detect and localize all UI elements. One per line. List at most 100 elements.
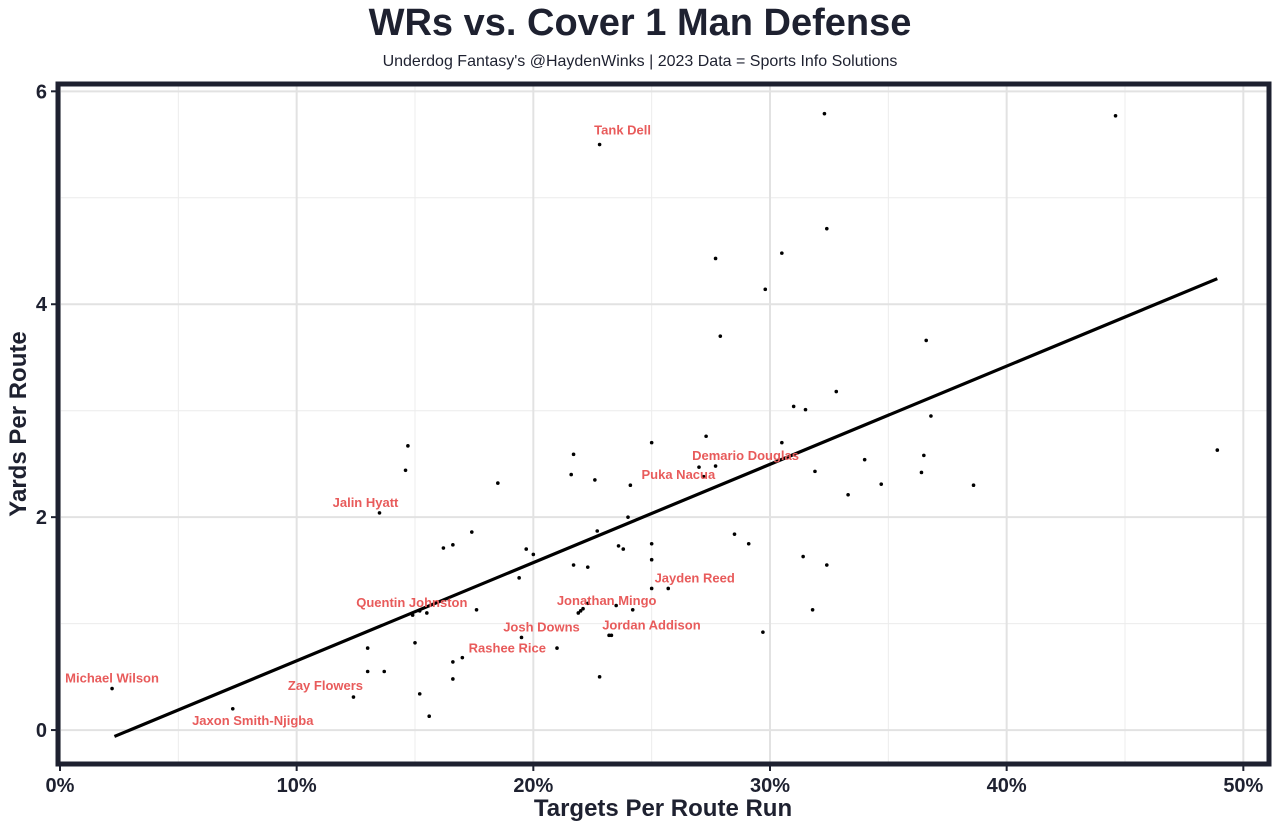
data-point [597, 675, 602, 679]
data-point [732, 532, 737, 536]
data-point [571, 452, 576, 457]
data-point [382, 669, 387, 674]
data-point [862, 457, 867, 462]
data-point [451, 543, 455, 547]
x-tick-label: 40% [987, 775, 1027, 797]
y-tick-label: 0 [36, 720, 47, 742]
point-label: Josh Downs [503, 619, 580, 634]
grid-minor [60, 86, 1267, 762]
data-point [822, 111, 827, 116]
data-point [621, 547, 626, 551]
data-point [718, 334, 723, 338]
labeled-data-point [609, 633, 614, 638]
x-tick-label: 50% [1223, 775, 1263, 797]
data-point [649, 541, 654, 546]
point-label: Michael Wilson [65, 671, 159, 686]
data-point [813, 469, 817, 474]
data-point [569, 472, 573, 477]
data-point [365, 669, 370, 674]
data-point [1113, 114, 1118, 118]
data-point [803, 407, 808, 412]
point-label: Puka Nacua [642, 467, 716, 482]
point-labels: Tank Dell Demario Douglas Puka Nacua Jalin … [65, 123, 799, 728]
data-point [704, 434, 708, 439]
data-point [761, 630, 765, 634]
data-point [763, 287, 768, 292]
labeled-data-point [377, 511, 382, 515]
labeled-data-point [110, 686, 114, 691]
point-label: Demario Douglas [692, 448, 799, 463]
data-point [593, 478, 597, 482]
data-point [413, 640, 417, 645]
data-point [585, 601, 590, 606]
point-label: Jalin Hyatt [333, 495, 399, 510]
point-label: Quentin Johnston [356, 595, 467, 610]
point-label: Jayden Reed [655, 570, 735, 585]
data-point [581, 606, 585, 611]
data-point [649, 557, 654, 562]
data-point [924, 338, 928, 343]
data-point [810, 607, 815, 612]
y-tick-label: 6 [36, 81, 47, 103]
point-label: Zay Flowers [288, 678, 363, 693]
data-point [406, 444, 410, 448]
data-point [441, 546, 446, 550]
labeled-data-point [425, 611, 429, 615]
labeled-data-point [597, 142, 602, 147]
data-point [1215, 448, 1220, 452]
data-point [365, 646, 370, 650]
data-point [780, 251, 784, 255]
data-points [110, 111, 1220, 719]
data-point [780, 440, 784, 445]
x-tick-label: 20% [513, 775, 553, 797]
point-label: Tank Dell [594, 123, 651, 138]
data-point [971, 483, 976, 488]
data-point [666, 586, 671, 591]
data-point [595, 529, 600, 533]
labeled-data-point [713, 464, 718, 468]
x-axis-title: Targets Per Route Run [534, 795, 792, 822]
data-point [697, 465, 701, 469]
grid-major [59, 86, 1267, 762]
data-point [474, 607, 479, 612]
x-tick-label: 0% [46, 775, 75, 797]
point-label: Jaxon Smith-Njigba [192, 713, 314, 728]
data-point [451, 677, 455, 681]
labeled-data-point [230, 706, 235, 711]
data-point [626, 515, 630, 519]
data-point [922, 453, 926, 458]
data-point [846, 492, 850, 497]
x-axis: 0% 10% 20% 30% 40% 50% [46, 766, 1264, 797]
data-point [825, 226, 829, 231]
data-point [834, 389, 839, 394]
labeled-data-point [460, 655, 465, 660]
data-point [585, 565, 590, 569]
data-point [555, 646, 559, 650]
data-point [825, 563, 829, 567]
data-point [571, 563, 576, 567]
data-point [451, 660, 455, 664]
data-point [403, 468, 408, 473]
plot-frame [55, 81, 1272, 767]
data-point [614, 603, 618, 608]
data-point [517, 576, 521, 580]
data-point [746, 541, 751, 546]
labeled-data-point [628, 483, 633, 488]
data-point [929, 414, 933, 418]
point-label: Rashee Rice [469, 641, 546, 656]
data-point [496, 481, 500, 485]
y-axis-title: Yards Per Route [5, 331, 32, 516]
point-label: Jordan Addison [602, 617, 701, 632]
data-point [713, 256, 718, 261]
data-point [801, 554, 805, 559]
labeled-data-point [519, 635, 524, 640]
trend-line [113, 277, 1218, 738]
data-point [470, 530, 474, 534]
y-tick-label: 2 [36, 507, 47, 529]
point-label: Jonathan Mingo [557, 593, 657, 608]
data-point [531, 552, 536, 557]
data-point [616, 544, 621, 548]
data-point [630, 607, 635, 612]
x-tick-label: 10% [277, 775, 317, 797]
